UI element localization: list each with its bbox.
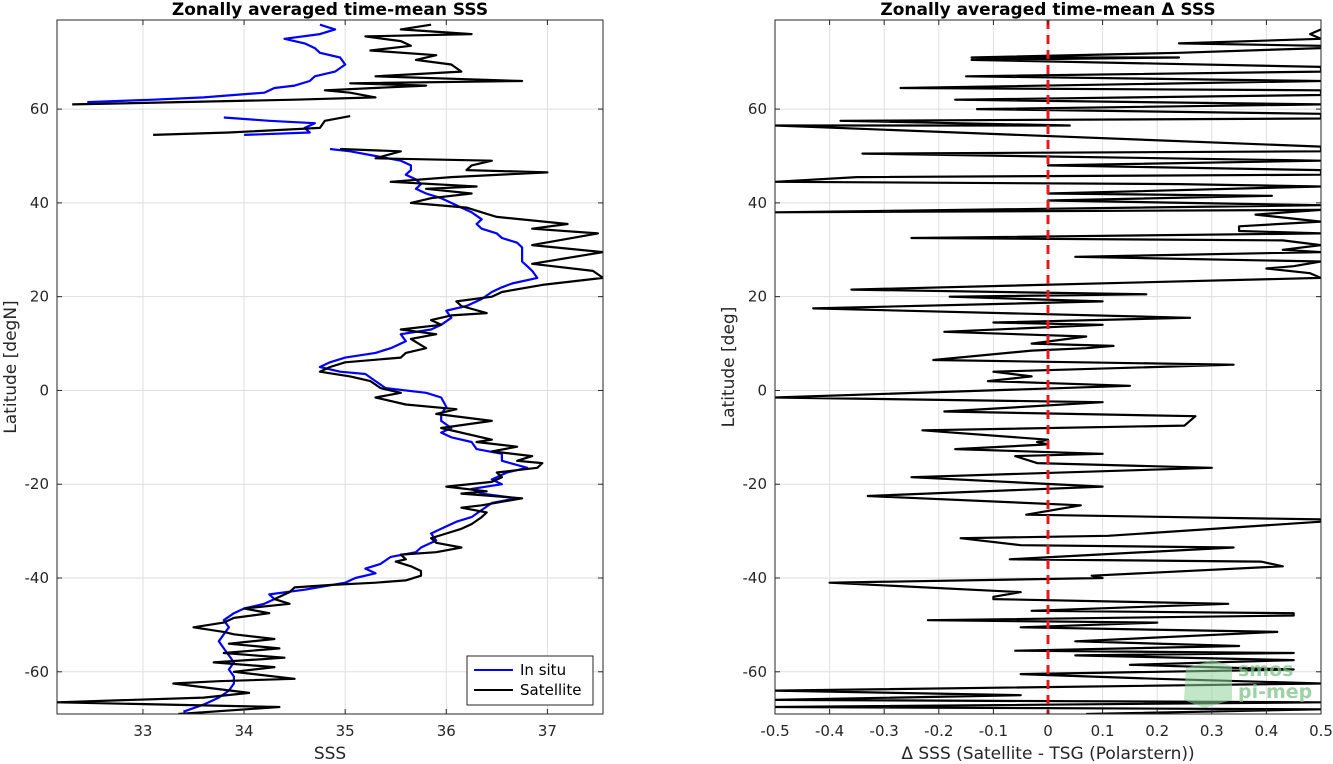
legend-box (466, 655, 594, 706)
right-panel: smos pi-mep -0.5 -0.4 -0.3 -0.2 -0.1 0 0.1 0.2 0… (719, 0, 1333, 764)
y-tick-label: 20 (30, 288, 49, 306)
y-tick-label: -60 (25, 663, 50, 681)
x-tick-label: 33 (133, 722, 152, 740)
y-tick-label: 20 (748, 288, 767, 306)
y-tick-label: 40 (30, 194, 49, 212)
y-tick-label: -60 (743, 663, 768, 681)
y-tick-label: 0 (757, 381, 767, 399)
legend-label-in-situ: In situ (520, 661, 566, 679)
y-tick-label: 0 (39, 381, 49, 399)
y-tick-label: 60 (748, 100, 767, 118)
left-axes-frame (56, 19, 604, 715)
left-tick-labels: 33 34 35 36 37 -60 -40 -20 0 20 40 60 (25, 20, 603, 740)
x-tick-label: 0.5 (1309, 722, 1333, 740)
x-tick-label: 37 (538, 722, 557, 740)
right-series-group (775, 28, 1321, 714)
right-chart-title: Zonally averaged time-mean Δ SSS (880, 0, 1215, 20)
x-tick-label: -0.1 (979, 722, 1008, 740)
series-line-in-situ (223, 116, 316, 136)
series-line-satellite (153, 115, 351, 136)
left-grid (57, 20, 603, 714)
y-tick-label: -20 (25, 475, 50, 493)
series-line-satellite (72, 23, 524, 106)
legend[interactable]: In situ Satellite (466, 655, 594, 706)
y-tick-label: -40 (25, 569, 50, 587)
watermark-line-2: pi-mep (1238, 681, 1312, 703)
right-y-axis-label: Latitude [deg] (719, 307, 739, 428)
smos-logo-icon (1184, 660, 1232, 708)
watermark-line-1: smos (1238, 659, 1293, 681)
y-tick-label: 60 (30, 100, 49, 118)
y-tick-label: -20 (743, 475, 768, 493)
right-tick-labels: -0.5 -0.4 -0.3 -0.2 -0.1 0 0.1 0.2 0.3 0.4 0.5 -60 -… (743, 20, 1333, 740)
left-series-group (57, 23, 603, 714)
x-tick-label: 35 (336, 722, 355, 740)
watermark-logo: smos pi-mep (1184, 659, 1312, 708)
x-tick-label: 0.2 (1145, 722, 1169, 740)
x-tick-label: 36 (437, 722, 456, 740)
right-x-axis-label: Δ SSS (Satellite - TSG (Polarstern)) (901, 744, 1194, 764)
x-tick-label: -0.4 (815, 722, 844, 740)
series-line-satellite (57, 147, 603, 714)
left-y-axis-label: Latitude [degN] (1, 300, 21, 433)
legend-label-satellite: Satellite (520, 681, 581, 699)
series-line-in-situ (87, 23, 347, 104)
x-tick-label: 0 (1043, 722, 1053, 740)
y-tick-label: -40 (743, 569, 768, 587)
x-tick-label: -0.3 (870, 722, 899, 740)
series-line-series (775, 28, 1321, 714)
x-tick-label: -0.2 (924, 722, 953, 740)
left-panel: 33 34 35 36 37 -60 -40 -20 0 20 40 60 Zonally avera… (1, 0, 604, 764)
left-x-axis-label: SSS (314, 744, 346, 764)
x-tick-label: 0.1 (1091, 722, 1115, 740)
x-tick-label: 0.4 (1254, 722, 1278, 740)
y-tick-label: 40 (748, 194, 767, 212)
x-tick-label: 34 (235, 722, 254, 740)
x-tick-label: -0.5 (760, 722, 789, 740)
left-chart-title: Zonally averaged time-mean SSS (172, 0, 488, 20)
x-tick-label: 0.3 (1200, 722, 1224, 740)
